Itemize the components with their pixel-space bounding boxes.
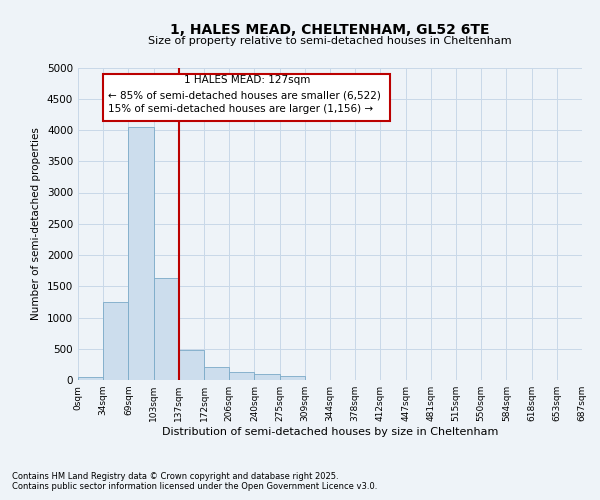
Bar bbox=[204, 367, 229, 380]
Text: ← 85% of semi-detached houses are smaller (6,522): ← 85% of semi-detached houses are smalle… bbox=[108, 90, 381, 100]
Text: 1 HALES MEAD: 127sqm: 1 HALES MEAD: 127sqm bbox=[184, 76, 310, 86]
Bar bbox=[229, 372, 254, 380]
Text: 15% of semi-detached houses are larger (1,156) →: 15% of semi-detached houses are larger (… bbox=[108, 104, 373, 115]
Bar bbox=[254, 374, 280, 380]
Bar bbox=[280, 376, 305, 380]
Bar bbox=[78, 377, 103, 380]
Bar bbox=[128, 127, 154, 380]
Text: Contains public sector information licensed under the Open Government Licence v3: Contains public sector information licen… bbox=[12, 482, 377, 491]
Text: Size of property relative to semi-detached houses in Cheltenham: Size of property relative to semi-detach… bbox=[148, 36, 512, 46]
Text: 1, HALES MEAD, CHELTENHAM, GL52 6TE: 1, HALES MEAD, CHELTENHAM, GL52 6TE bbox=[170, 22, 490, 36]
Bar bbox=[103, 302, 128, 380]
Y-axis label: Number of semi-detached properties: Number of semi-detached properties bbox=[31, 128, 41, 320]
X-axis label: Distribution of semi-detached houses by size in Cheltenham: Distribution of semi-detached houses by … bbox=[162, 427, 498, 437]
Text: Contains HM Land Registry data © Crown copyright and database right 2025.: Contains HM Land Registry data © Crown c… bbox=[12, 472, 338, 481]
Bar bbox=[154, 278, 179, 380]
Bar bbox=[179, 350, 204, 380]
FancyBboxPatch shape bbox=[103, 74, 391, 120]
